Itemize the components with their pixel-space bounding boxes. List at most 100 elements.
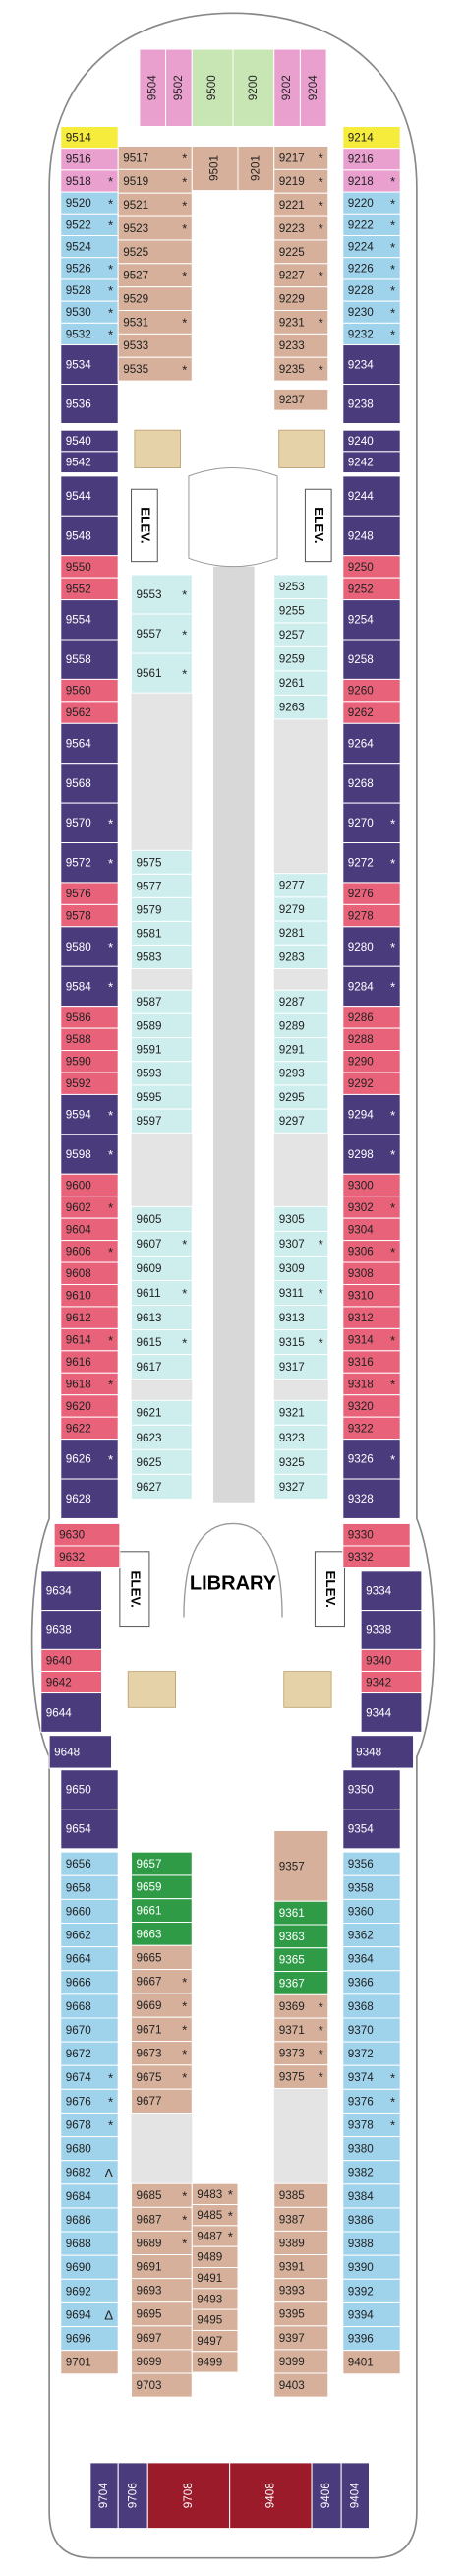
cabin: [273, 1108, 329, 1134]
cabin: [131, 1084, 193, 1110]
cabin-number: 9214: [348, 131, 374, 144]
cabin-number: 9577: [137, 880, 162, 892]
cabin-number: 9234: [348, 358, 374, 371]
cabin-number: 9660: [66, 1905, 91, 1918]
cabin: [131, 989, 193, 1014]
cabin-number: 9626: [66, 1453, 91, 1466]
cabin-number: 9279: [279, 903, 305, 916]
cabin: [273, 2182, 329, 2208]
cabin-number: 9536: [66, 398, 91, 410]
cabin-number: 9404: [348, 2483, 361, 2508]
cabin: [342, 1898, 401, 1925]
cabin-number: 9392: [348, 2285, 374, 2298]
cabin-number: 9308: [348, 1267, 374, 1280]
cabin: [273, 1473, 329, 1500]
cabin: [342, 2112, 401, 2138]
cabin-note: *: [182, 2023, 187, 2038]
cabin: [342, 2350, 401, 2375]
cabin-note: *: [108, 2118, 113, 2133]
cabin-note: *: [182, 627, 187, 642]
cabin-number: 9617: [137, 1361, 162, 1374]
cabin-number: 9226: [348, 263, 374, 276]
cabin-number: 9608: [66, 1267, 91, 1280]
elevator-label: ELEV.: [128, 1571, 143, 1608]
cabin-note: *: [319, 362, 323, 377]
cabin-number: 9699: [137, 2356, 162, 2368]
cabin: [60, 763, 119, 804]
cabin-number: 9693: [137, 2285, 162, 2298]
cabin-note: *: [228, 2208, 233, 2223]
cabin-number: 9584: [66, 980, 91, 993]
cabin-note: Δ: [104, 2166, 113, 2180]
corridor: [273, 2088, 328, 2184]
cabin-number: 9525: [123, 246, 148, 259]
cabin: [131, 1012, 193, 1039]
cabin-note: *: [108, 283, 113, 298]
cabin-note: *: [390, 1147, 395, 1162]
cabin-number: 9522: [66, 218, 91, 231]
cabin-note: *: [182, 1975, 187, 1990]
cabin-note: *: [182, 1286, 187, 1301]
elevator-label: ELEV.: [312, 507, 326, 543]
cabin: [60, 965, 119, 1008]
cabin: [131, 2254, 193, 2280]
cabin: [40, 1692, 103, 1733]
cabin-number: 9558: [66, 653, 91, 666]
cabin-number: 9690: [66, 2261, 91, 2274]
cabin-number: 9684: [66, 2190, 91, 2203]
cabin: [273, 1084, 329, 1110]
cabin-number: 9516: [66, 153, 91, 166]
cabin-number: 9300: [348, 1179, 374, 1192]
cabin-number: 9568: [66, 777, 91, 790]
cabin: [342, 384, 401, 424]
cabin: [342, 515, 401, 557]
cabin-number: 9597: [137, 1115, 162, 1128]
cabin-note: *: [390, 1452, 395, 1467]
cabin: [273, 944, 329, 969]
cabin: [273, 2372, 329, 2398]
cabin-number: 9376: [348, 2095, 374, 2108]
cabin: [342, 1970, 401, 1995]
cabin-number: 9521: [123, 199, 148, 212]
cabin-note: *: [319, 316, 323, 331]
cabin-number: 9696: [66, 2333, 91, 2346]
cabin-number: 9290: [348, 1056, 374, 1069]
cabin: [60, 384, 119, 424]
cabin-number: 9580: [66, 941, 91, 953]
cabin: [273, 873, 329, 898]
cabin-number: 9278: [348, 910, 374, 923]
cabin-number: 9397: [279, 2332, 305, 2345]
corridor: [131, 2113, 193, 2184]
cabin: [273, 1037, 329, 1063]
cabin-note: *: [182, 152, 187, 166]
cabin: [60, 842, 119, 884]
cabin: [273, 1279, 329, 1307]
cabin-number: 9659: [137, 1881, 162, 1894]
cabin: [191, 146, 239, 192]
cabin: [146, 2462, 231, 2530]
cabin-number: 9268: [348, 777, 374, 790]
cabin-number: 9254: [348, 614, 374, 627]
cabin-number: 9403: [279, 2379, 305, 2392]
cabin-number: 9598: [66, 1148, 91, 1161]
cabin: [131, 1969, 193, 1994]
cabin-number: 9225: [279, 246, 305, 259]
cabin-number: 9701: [66, 2357, 91, 2369]
cabin: [342, 1545, 411, 1568]
cabin-number: 9529: [123, 293, 148, 306]
cabin: [299, 48, 327, 127]
cabin-number: 9638: [46, 1624, 72, 1636]
cabin-note: *: [390, 1378, 395, 1392]
elevator-label: ELEV.: [323, 1571, 338, 1608]
cabin-number: 9367: [279, 1977, 305, 1990]
cabin-note: *: [390, 218, 395, 233]
cabin: [131, 1061, 193, 1086]
cabin-number: 9363: [279, 1931, 305, 1943]
cabin-note: *: [182, 221, 187, 236]
cabin-number: 9544: [66, 490, 91, 503]
library-label: LIBRARY: [190, 1572, 277, 1594]
cabin-number: 9260: [348, 685, 374, 698]
cabin: [342, 1093, 401, 1135]
elevator: [119, 1551, 150, 1628]
